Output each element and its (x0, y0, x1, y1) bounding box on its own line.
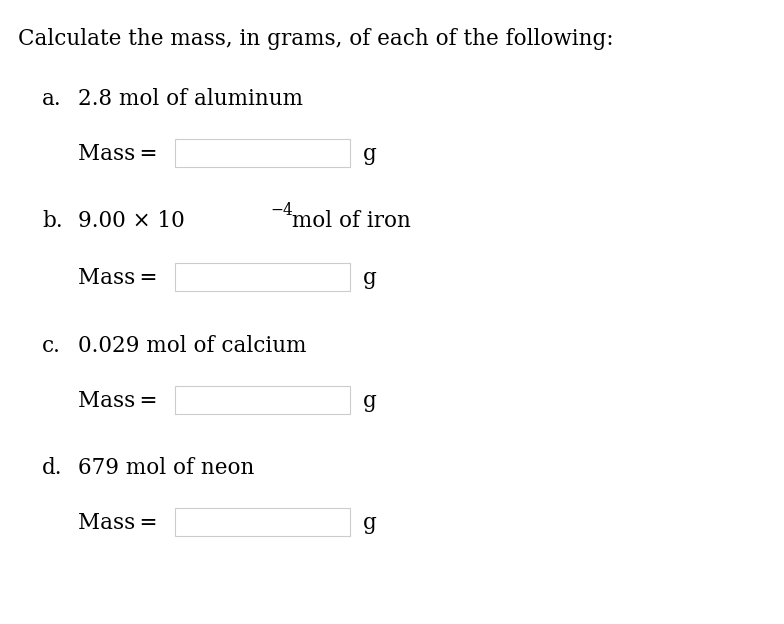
Bar (175, 139, 350, 167)
Text: Mass =: Mass = (78, 390, 158, 412)
Text: g: g (363, 390, 377, 412)
Text: d.: d. (42, 457, 63, 479)
Text: a.: a. (42, 88, 62, 110)
Bar (175, 508, 350, 536)
Text: c.: c. (42, 335, 61, 357)
Text: g: g (363, 143, 377, 165)
Text: mol of iron: mol of iron (285, 210, 411, 232)
Text: 0.029 mol of calcium: 0.029 mol of calcium (78, 335, 307, 357)
Text: 2.8 mol of aluminum: 2.8 mol of aluminum (78, 88, 303, 110)
Text: Mass =: Mass = (78, 512, 158, 534)
Text: 679 mol of neon: 679 mol of neon (78, 457, 254, 479)
Text: b.: b. (42, 210, 63, 232)
Text: Mass =: Mass = (78, 267, 158, 289)
Text: g: g (363, 267, 377, 289)
Text: Calculate the mass, in grams, of each of the following:: Calculate the mass, in grams, of each of… (18, 28, 614, 50)
Text: g: g (363, 512, 377, 534)
Text: −4: −4 (270, 202, 292, 219)
Bar (175, 386, 350, 414)
Bar (175, 263, 350, 291)
Text: Mass =: Mass = (78, 143, 158, 165)
Text: 9.00 × 10: 9.00 × 10 (78, 210, 185, 232)
